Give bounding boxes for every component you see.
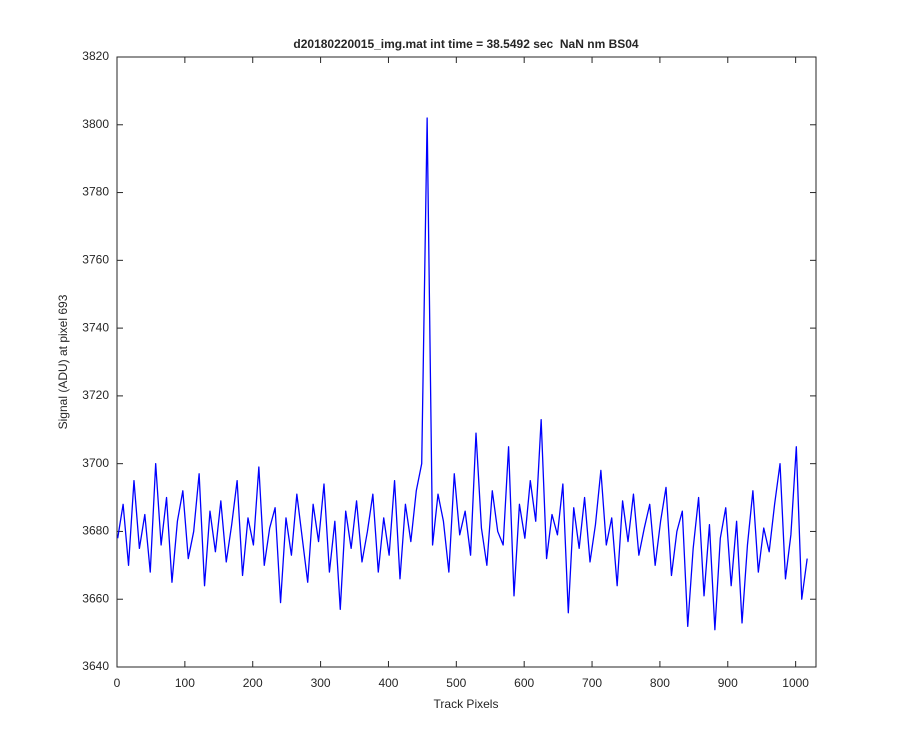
x-tick-label: 400 <box>378 676 398 690</box>
x-tick-label: 900 <box>718 676 738 690</box>
x-tick-label: 800 <box>650 676 670 690</box>
y-tick-label: 3760 <box>82 253 109 267</box>
x-tick-label: 500 <box>446 676 466 690</box>
y-tick-label: 3660 <box>82 591 109 605</box>
x-tick-label: 700 <box>582 676 602 690</box>
x-tick-label: 600 <box>514 676 534 690</box>
y-tick-label: 3720 <box>82 388 109 402</box>
y-tick-label: 3820 <box>82 49 109 63</box>
x-axis-label: Track Pixels <box>434 697 499 711</box>
x-tick-label: 1000 <box>782 676 809 690</box>
chart-title: d20180220015_img.mat int time = 38.5492 … <box>293 37 639 51</box>
y-tick-label: 3740 <box>82 320 109 334</box>
y-tick-label: 3780 <box>82 185 109 199</box>
x-tick-label: 100 <box>175 676 195 690</box>
data-line <box>117 117 808 631</box>
y-axis-label: Signal (ADU) at pixel 693 <box>56 294 70 429</box>
x-tick-label: 0 <box>114 676 121 690</box>
x-tick-label: 200 <box>243 676 263 690</box>
x-tick-label: 300 <box>311 676 331 690</box>
y-tick-label: 3700 <box>82 456 109 470</box>
plot-frame <box>116 56 817 668</box>
y-tick-label: 3680 <box>82 524 109 538</box>
y-tick-label: 3800 <box>82 117 109 131</box>
y-tick-label: 3640 <box>82 659 109 673</box>
